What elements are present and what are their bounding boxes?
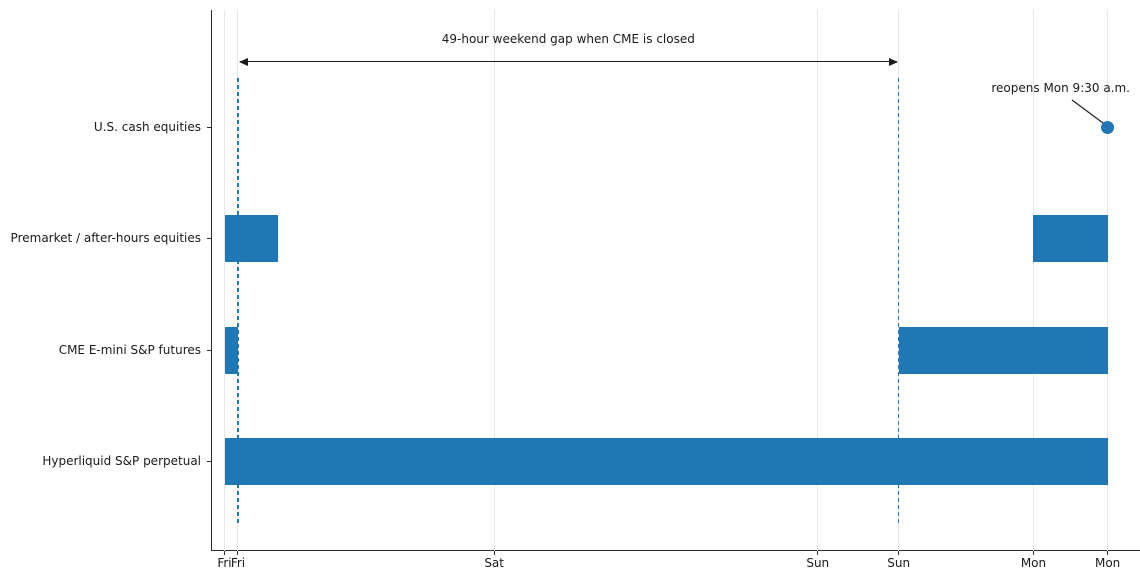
x-gridline [493, 10, 495, 551]
session-bar [224, 215, 279, 262]
x-tick-label: Sat [484, 556, 504, 570]
x-tick-mark [493, 551, 495, 555]
x-tick-label: Sun [806, 556, 830, 570]
x-gridline [224, 10, 225, 551]
x-tick-mark [237, 551, 239, 555]
y-axis-label: CME E-mini S&P futures [58, 342, 201, 357]
y-tick-mark [207, 238, 211, 239]
dashed-guide-line [237, 78, 239, 523]
x-tick-mark [1032, 551, 1034, 555]
gap-annotation-label: 49-hour weekend gap when CME is closed [441, 32, 695, 46]
plot-area [211, 10, 1140, 551]
x-tick-label: Sun [887, 556, 911, 570]
y-tick-mark [207, 461, 211, 462]
x-tick-mark [898, 551, 900, 555]
y-axis-label: Premarket / after-hours equities [10, 231, 201, 245]
x-tick-mark [224, 551, 225, 555]
x-gridline [1032, 10, 1034, 551]
session-bar [898, 326, 1108, 374]
y-axis-label: Hyperliquid S&P perpetual [42, 454, 201, 468]
reopen-marker-dot [1101, 120, 1115, 134]
session-bar [224, 438, 1108, 485]
gap-double-arrow [238, 57, 898, 66]
y-tick-mark [207, 126, 211, 128]
x-tick-label: Mon [1020, 556, 1047, 570]
x-tick-label: Fri [230, 556, 246, 570]
x-gridline [817, 10, 819, 551]
y-axis-label: U.S. cash equities [93, 119, 201, 134]
x-gridline [1107, 10, 1109, 551]
session-bar [224, 326, 238, 374]
x-tick-mark [1107, 551, 1109, 555]
y-tick-mark [207, 349, 211, 351]
x-tick-label: Fri [217, 556, 232, 570]
x-tick-mark [817, 551, 819, 555]
session-bar [1033, 215, 1108, 262]
reopen-annotation-label: reopens Mon 9:30 a.m. [991, 81, 1130, 95]
dashed-guide-line [897, 78, 900, 523]
x-tick-label: Mon [1094, 556, 1121, 570]
